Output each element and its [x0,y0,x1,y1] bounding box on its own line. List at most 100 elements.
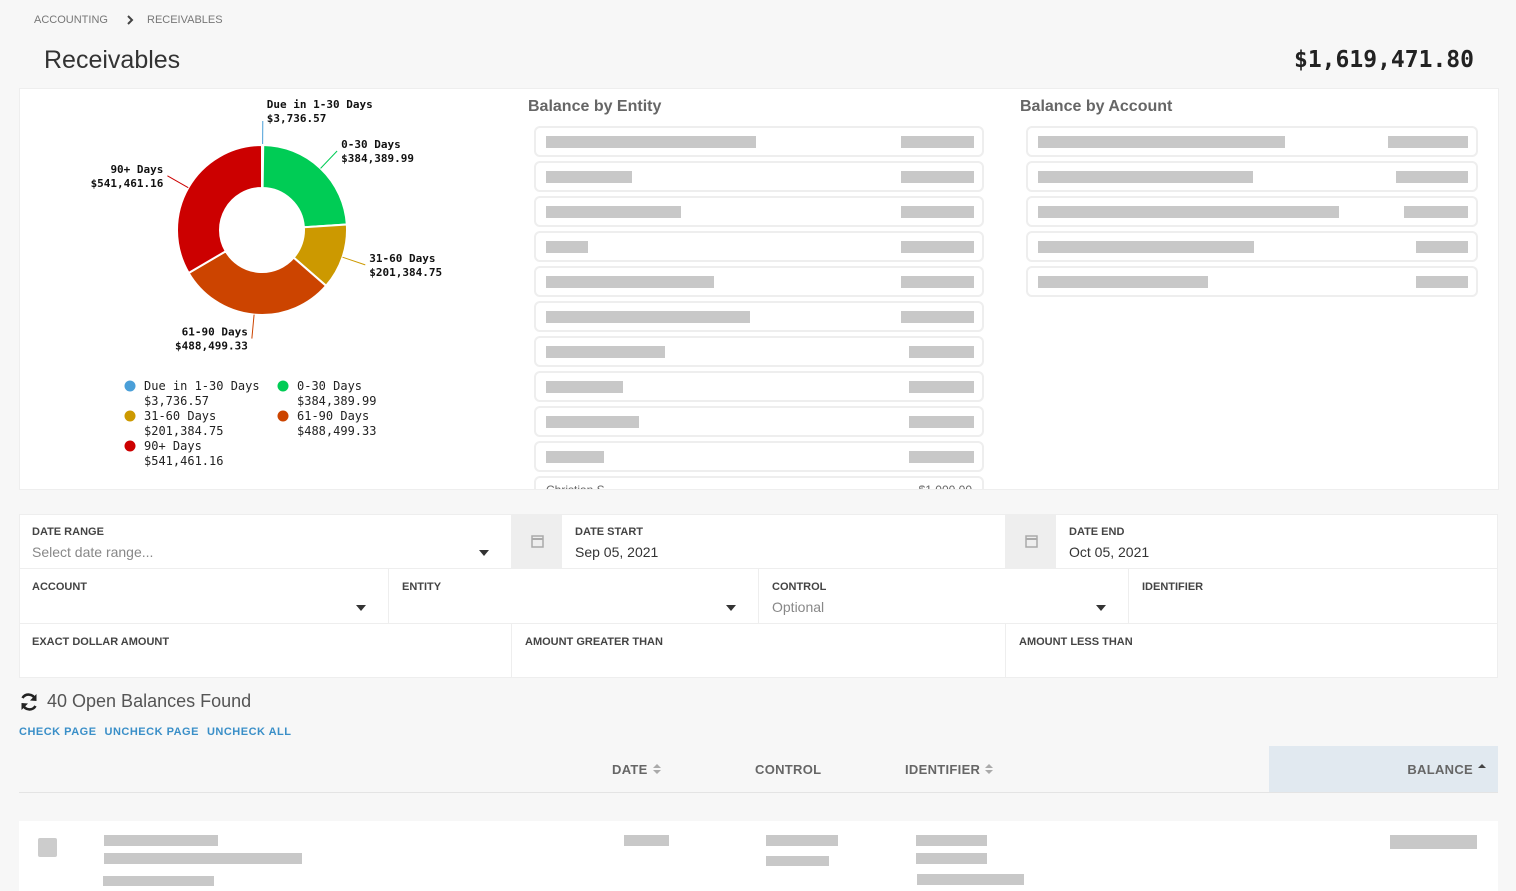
slice-label: Due in 1-30 Days [267,98,373,111]
sort-icon [652,764,661,774]
calendar-button[interactable] [1006,514,1056,569]
placeholder-bar [1038,241,1254,253]
list-row: Christian S $1,000.00 [534,476,984,489]
legend-label: 90+ Days [144,439,202,453]
bulk-action-link[interactable]: UNCHECK ALL [206,726,292,738]
slice-label: 90+ Days [110,163,163,176]
filter-field[interactable]: IDENTIFIER [1129,569,1498,624]
filter-label: DATE RANGE [32,526,104,538]
donut-slice [261,143,348,229]
entity-name: Christian S [546,483,605,489]
placeholder-bar [1038,171,1253,183]
sort-down [985,770,994,774]
caret-shape [356,605,366,611]
column-header: CONTROL [755,762,822,777]
breadcrumb-item: RECEIVABLES [147,14,223,26]
list-row [534,371,984,402]
placeholder-bar [1388,136,1468,148]
filter-field[interactable]: CONTROL Optional [759,569,1129,624]
filter-label: AMOUNT GREATER THAN [525,636,663,648]
slice-label: 0-30 Days [341,138,401,151]
placeholder-bar [916,835,987,846]
entity-list: Christian S $1,000.00 [528,120,993,489]
placeholder-bar [546,346,665,358]
placeholder-bar [104,835,218,846]
sort-up [1478,764,1486,768]
placeholder-bar [546,276,714,288]
placeholder-bar [1038,206,1339,218]
placeholder-bar [1404,206,1468,218]
placeholder-bar [766,856,829,866]
slice-label: 61-90 Days [182,326,248,339]
dropdown-caret [726,605,736,611]
column-header[interactable]: BALANCE [1407,762,1473,777]
slice-value-label: $3,736.57 [267,112,327,125]
breadcrumb-item[interactable]: ACCOUNTING [34,14,108,26]
placeholder-bar [104,853,302,864]
row-checkbox[interactable] [38,838,57,857]
bulk-action-link[interactable]: UNCHECK PAGE [104,726,199,738]
filter-value: Select date range... [32,544,154,560]
filter-value: Oct 05, 2021 [1069,544,1150,560]
placeholder-bar [546,136,756,148]
account-list [1020,120,1485,320]
placeholder-bar [901,311,974,323]
filter-label: CONTROL [772,581,827,593]
filter-field[interactable]: EXACT DOLLAR AMOUNT [19,624,512,678]
dropdown-caret [1096,605,1106,611]
list-row [1026,161,1478,192]
refresh-icon[interactable] [19,692,39,712]
placeholder-bar [546,311,750,323]
placeholder-bar [546,416,639,428]
list-row [534,441,984,472]
placeholder-bar [901,276,974,288]
filter-label: ENTITY [402,581,442,593]
legend-value: $201,384.75 [144,424,223,438]
placeholder-bar [901,171,974,183]
column-header[interactable]: IDENTIFIER [905,762,981,777]
slice-value-label: $541,461.16 [91,177,164,190]
legend-value: $384,389.99 [297,394,376,408]
total-balance: $1,619,471.80 [1293,47,1474,73]
column-header[interactable]: DATE [612,762,648,777]
placeholder-bar [909,346,974,358]
list-row [534,196,984,227]
list-row [534,406,984,437]
list-row [534,266,984,297]
leader-line [320,150,338,169]
sort-up [652,764,661,768]
leader-line [251,314,255,339]
page-title: Receivables [44,46,181,74]
placeholder-bar [546,206,681,218]
list-row [1026,126,1478,157]
calendar-button[interactable] [512,514,562,569]
caret-shape [1096,605,1106,611]
leader-line [342,256,366,266]
placeholder-bar [909,451,974,463]
filter-label: IDENTIFIER [1142,581,1204,593]
filter-field[interactable]: AMOUNT LESS THAN [1006,624,1498,678]
panel-title: Balance by Entity [528,98,662,115]
list-row [1026,231,1478,262]
entity-balance: $1,000.00 [919,483,972,489]
placeholder-bar [103,876,214,886]
placeholder-bar [917,874,1024,885]
filter-label: DATE END [1069,526,1125,538]
filter-field[interactable]: ENTITY [389,569,759,624]
filter-field[interactable]: ACCOUNT [19,569,389,624]
placeholder-bar [901,206,974,218]
legend-swatch [124,440,136,452]
filter-field[interactable]: DATE RANGE Select date range... [19,514,512,569]
sort-icon [1478,764,1486,768]
breadcrumb-separator [127,15,134,25]
filter-field[interactable]: DATE END Oct 05, 2021 [1056,514,1498,569]
slice-label: 31-60 Days [369,252,435,265]
filter-field[interactable]: DATE START Sep 05, 2021 [562,514,1006,569]
bulk-action-link[interactable]: CHECK PAGE [19,726,97,738]
list-row [534,301,984,332]
legend-value: $541,461.16 [144,454,223,468]
list-row [534,231,984,262]
list-row [534,336,984,367]
placeholder-bar [1038,276,1208,288]
filter-field[interactable]: AMOUNT GREATER THAN [512,624,1006,678]
